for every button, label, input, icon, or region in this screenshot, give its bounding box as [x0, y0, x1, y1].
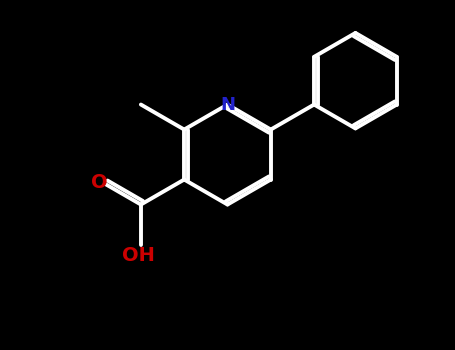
Text: N: N	[220, 96, 235, 113]
Text: O: O	[91, 174, 107, 192]
Text: OH: OH	[122, 246, 155, 265]
